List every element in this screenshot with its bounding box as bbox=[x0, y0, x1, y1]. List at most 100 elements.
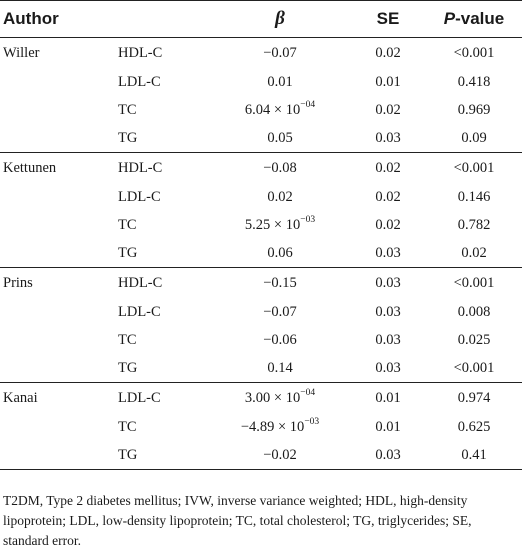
cell-p-value: 0.974 bbox=[426, 382, 522, 413]
beta-value: −0.07 bbox=[263, 44, 297, 61]
results-table-container: Author β SE P-value Willer HDL-C −0.07 0.02… bbox=[0, 0, 522, 470]
cell-lipid: TG bbox=[118, 244, 138, 261]
cell-lipid: HDL-C bbox=[118, 44, 163, 61]
cell-beta: −0.15 bbox=[210, 267, 350, 298]
cell-p-value: <0.001 bbox=[426, 152, 522, 183]
column-header-se: SE bbox=[350, 0, 426, 38]
beta-value: 0.02 bbox=[267, 188, 293, 205]
column-header-author: Author bbox=[0, 0, 118, 38]
cell-beta: 0.14 bbox=[210, 354, 350, 383]
cell-author bbox=[0, 211, 118, 239]
p-suffix: -value bbox=[455, 9, 505, 28]
p-label: P bbox=[443, 9, 456, 28]
cell-lipid: TG bbox=[118, 446, 138, 463]
cell-lipid: HDL-C bbox=[118, 152, 210, 183]
cell-beta: 3.00 × 10−04 bbox=[210, 382, 350, 413]
cell-author bbox=[0, 413, 118, 441]
cell-p-value: 0.418 bbox=[457, 73, 491, 90]
table-row: TC 5.25 × 10−03 0.02 0.782 bbox=[0, 211, 522, 239]
cell-lipid: LDL-C bbox=[118, 303, 161, 320]
cell-author bbox=[0, 354, 118, 383]
table-bottom-rule bbox=[0, 469, 522, 470]
beta-value: 5.25 × 10 bbox=[244, 216, 301, 233]
cell-beta: −0.02 bbox=[210, 441, 350, 469]
cell-lipid: TC bbox=[118, 216, 137, 233]
cell-author: Kanai bbox=[0, 382, 118, 413]
cell-se: 0.02 bbox=[350, 152, 426, 183]
beta-value: 0.06 bbox=[267, 244, 293, 261]
beta-value: −4.89 × 10 bbox=[240, 418, 305, 435]
cell-se: 0.01 bbox=[375, 73, 401, 90]
column-header-beta: β bbox=[210, 0, 350, 38]
cell-se: 0.02 bbox=[375, 101, 401, 118]
cell-p-value: 0.09 bbox=[461, 129, 487, 146]
cell-author bbox=[0, 326, 118, 354]
cell-lipid: LDL-C bbox=[118, 73, 161, 90]
beta-value: 0.01 bbox=[267, 73, 293, 90]
cell-beta: 0.02 bbox=[210, 183, 350, 211]
beta-exponent: −04 bbox=[300, 387, 316, 398]
cell-lipid: TC bbox=[118, 101, 137, 118]
cell-p-value: 0.41 bbox=[461, 446, 487, 463]
cell-p-value: 0.146 bbox=[457, 188, 491, 205]
column-header-p-value: P-value bbox=[426, 0, 522, 38]
cell-se: 0.02 bbox=[375, 188, 401, 205]
table-row: TC −0.06 0.03 0.025 bbox=[0, 326, 522, 354]
table-row: TG 0.14 0.03 <0.001 bbox=[0, 354, 522, 383]
table-row: TG −0.02 0.03 0.41 bbox=[0, 441, 522, 469]
beta-value: −0.02 bbox=[263, 446, 297, 463]
table-row: Kettunen HDL-C −0.08 0.02 <0.001 bbox=[0, 152, 522, 183]
cell-p-value: <0.001 bbox=[453, 44, 495, 61]
table-row: Willer HDL-C −0.07 0.02 <0.001 bbox=[0, 38, 522, 69]
table-body: Willer HDL-C −0.07 0.02 <0.001 LDL-C 0.01 0.01 0… bbox=[0, 38, 522, 470]
cell-author bbox=[0, 124, 118, 153]
beta-value: 0.14 bbox=[267, 359, 293, 376]
cell-lipid: TC bbox=[118, 418, 137, 435]
header-row: Author β SE P-value bbox=[0, 0, 522, 38]
beta-value: 3.00 × 10 bbox=[244, 389, 301, 406]
cell-se: 0.03 bbox=[375, 446, 401, 463]
table-row: TG 0.06 0.03 0.02 bbox=[0, 239, 522, 268]
cell-beta: −0.07 bbox=[210, 298, 350, 326]
cell-se: 0.03 bbox=[375, 129, 401, 146]
cell-p-value: 0.782 bbox=[457, 216, 491, 233]
cell-p-value: 0.025 bbox=[457, 331, 491, 348]
cell-p-value: 0.02 bbox=[461, 244, 487, 261]
cell-se: 0.03 bbox=[375, 359, 401, 376]
cell-beta: −0.07 bbox=[210, 38, 350, 69]
cell-se: 0.01 bbox=[350, 382, 426, 413]
cell-beta: 0.06 bbox=[210, 239, 350, 268]
beta-exponent: −04 bbox=[300, 99, 316, 110]
cell-beta: 5.25 × 10−03 bbox=[210, 211, 350, 239]
table-row: Prins HDL-C −0.15 0.03 <0.001 bbox=[0, 267, 522, 298]
cell-beta: −0.06 bbox=[210, 326, 350, 354]
cell-author: Willer bbox=[3, 44, 40, 61]
cell-beta: 6.04 × 10−04 bbox=[210, 96, 350, 124]
cell-author bbox=[0, 239, 118, 268]
cell-author bbox=[0, 441, 118, 469]
cell-p-value: <0.001 bbox=[453, 359, 495, 376]
beta-value: 0.05 bbox=[267, 129, 293, 146]
cell-se: 0.03 bbox=[375, 244, 401, 261]
column-header-lipid bbox=[118, 0, 210, 38]
cell-lipid: LDL-C bbox=[118, 188, 161, 205]
beta-value: −0.06 bbox=[263, 331, 297, 348]
cell-p-value: 0.969 bbox=[457, 101, 491, 118]
cell-se: 0.01 bbox=[375, 418, 401, 435]
cell-lipid: TG bbox=[118, 359, 138, 376]
cell-beta: −0.08 bbox=[210, 152, 350, 183]
table-row: TG 0.05 0.03 0.09 bbox=[0, 124, 522, 153]
table-row: LDL-C 0.02 0.02 0.146 bbox=[0, 183, 522, 211]
beta-value: −0.07 bbox=[263, 303, 297, 320]
cell-se: 0.02 bbox=[375, 216, 401, 233]
cell-author bbox=[0, 68, 118, 96]
cell-lipid: LDL-C bbox=[118, 382, 210, 413]
beta-value: −0.15 bbox=[263, 274, 297, 291]
table-row: LDL-C 0.01 0.01 0.418 bbox=[0, 68, 522, 96]
cell-beta: 0.01 bbox=[210, 68, 350, 96]
cell-se: 0.02 bbox=[375, 44, 401, 61]
table-row: TC 6.04 × 10−04 0.02 0.969 bbox=[0, 96, 522, 124]
cell-author: Prins bbox=[0, 267, 118, 298]
cell-author bbox=[0, 96, 118, 124]
cell-p-value: 0.625 bbox=[457, 418, 491, 435]
